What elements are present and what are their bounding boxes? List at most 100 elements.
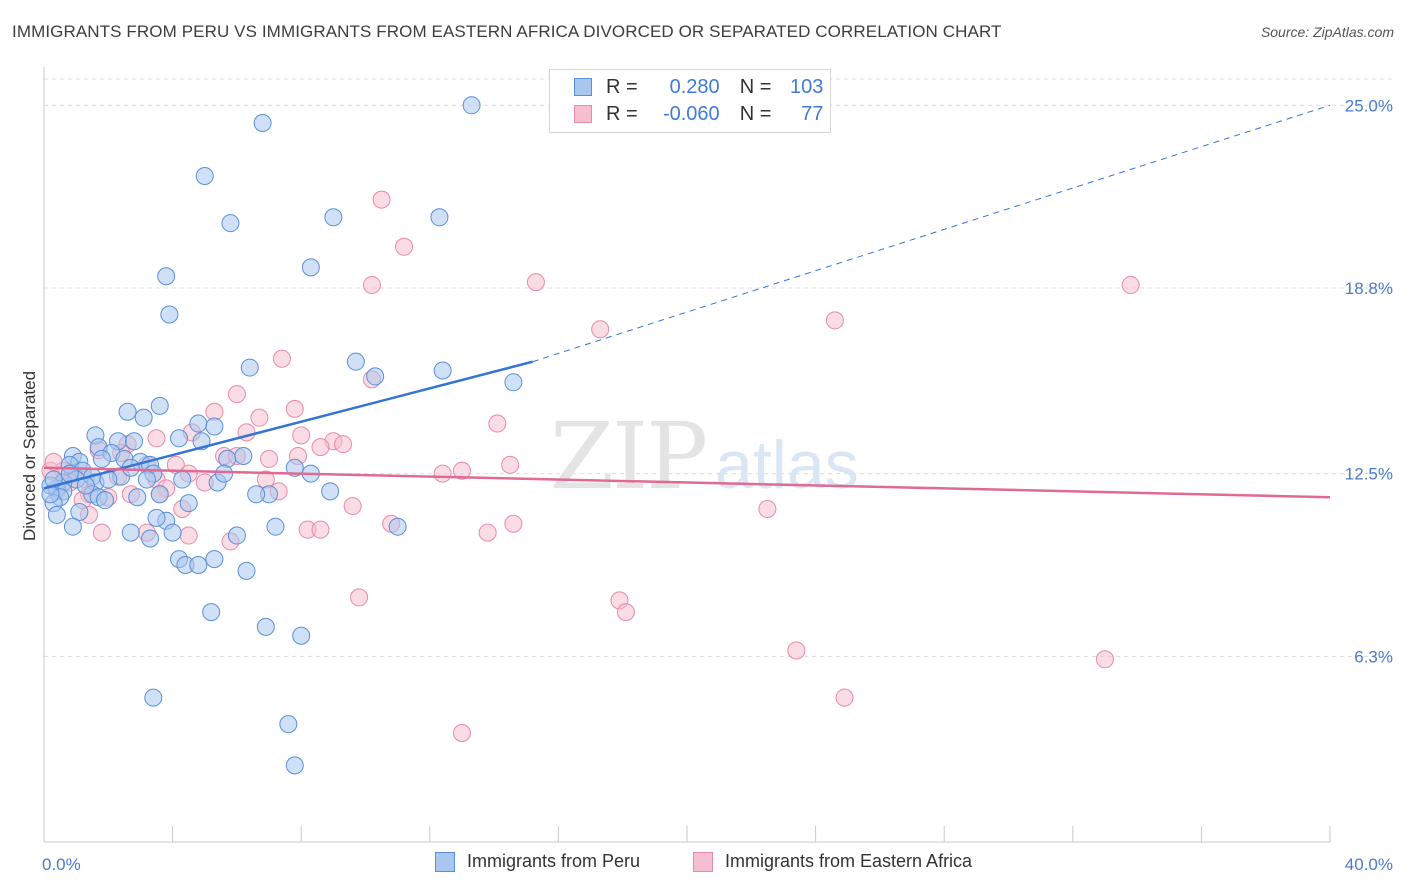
point-eastern-africa	[825, 311, 844, 330]
legend-r-value-africa: -0.060	[662, 102, 720, 125]
bottom-legend-label-africa: Immigrants from Eastern Africa	[725, 851, 973, 871]
trend-line-peru	[43, 360, 533, 490]
point-peru	[137, 470, 156, 489]
point-eastern-africa	[526, 273, 545, 292]
point-peru	[227, 526, 246, 545]
legend-r-value-peru: 0.280	[669, 75, 720, 98]
point-eastern-africa	[272, 349, 291, 368]
point-eastern-africa	[362, 276, 381, 295]
point-peru	[366, 367, 385, 386]
point-eastern-africa	[835, 688, 854, 707]
point-eastern-africa	[433, 464, 452, 483]
chart-title: IMMIGRANTS FROM PERU VS IMMIGRANTS FROM …	[12, 22, 1002, 41]
point-peru	[240, 358, 259, 377]
point-peru	[144, 688, 163, 707]
point-peru	[221, 214, 240, 233]
point-peru	[92, 449, 111, 468]
point-peru	[433, 361, 452, 380]
watermark-atlas: atlas	[715, 427, 859, 503]
series-peru-points	[41, 96, 523, 775]
point-eastern-africa	[1095, 650, 1114, 669]
point-eastern-africa	[92, 523, 111, 542]
point-eastern-africa	[311, 520, 330, 539]
legend-n-label: N =	[739, 102, 772, 125]
point-eastern-africa	[179, 526, 198, 545]
point-peru	[179, 494, 198, 513]
point-peru	[292, 626, 311, 645]
point-peru	[285, 458, 304, 477]
bottom-legend-africa: Immigrants from Eastern Africa	[693, 851, 972, 872]
point-peru	[218, 449, 237, 468]
bottom-legend-swatch-peru	[435, 851, 455, 872]
point-peru	[285, 756, 304, 775]
legend-n-label: N =	[739, 75, 772, 98]
point-eastern-africa	[350, 588, 369, 607]
point-eastern-africa	[260, 449, 279, 468]
y-tick-label: 25.0%	[1345, 96, 1393, 115]
point-peru	[163, 523, 182, 542]
point-eastern-africa	[478, 523, 497, 542]
bottom-legend-swatch-africa	[693, 851, 713, 872]
point-eastern-africa	[343, 497, 362, 516]
point-eastern-africa	[758, 500, 777, 519]
point-peru	[150, 396, 169, 415]
point-peru	[147, 508, 166, 527]
legend-row-africa: R = -0.060 N = 77	[574, 102, 823, 126]
trend-lines	[43, 104, 1331, 499]
x-tick-label: 40.0%	[1345, 855, 1393, 874]
point-peru	[157, 267, 176, 286]
trend-line-peru-extension	[532, 104, 1331, 363]
trend-line-eastern-africa	[43, 466, 1331, 499]
point-peru	[279, 715, 298, 734]
point-peru	[125, 432, 144, 451]
legend-swatch-peru	[574, 78, 592, 96]
point-peru	[388, 517, 407, 536]
point-peru	[173, 470, 192, 489]
point-eastern-africa	[616, 603, 635, 622]
legend-n-value-africa: 77	[801, 102, 824, 125]
point-eastern-africa	[452, 461, 471, 480]
point-eastern-africa	[285, 399, 304, 418]
point-peru	[253, 113, 272, 132]
point-eastern-africa	[147, 429, 166, 448]
legend-n-value-peru: 103	[790, 75, 824, 98]
point-peru	[430, 208, 449, 227]
point-peru	[237, 561, 256, 580]
legend-r-label: R =	[606, 75, 638, 98]
point-eastern-africa	[787, 641, 806, 660]
legend: R = 0.280 N = 103 R = -0.060 N = 77	[549, 69, 831, 133]
y-axis-label: Divorced or Separated	[20, 371, 39, 541]
y-tick-label: 6.3%	[1354, 647, 1393, 666]
point-eastern-africa	[250, 408, 269, 427]
point-eastern-africa	[333, 435, 352, 454]
point-peru	[63, 517, 82, 536]
point-peru	[215, 464, 234, 483]
point-peru	[321, 482, 340, 501]
point-peru	[170, 429, 189, 448]
point-eastern-africa	[311, 438, 330, 457]
y-tick-label: 18.8%	[1345, 279, 1393, 298]
point-peru	[134, 408, 153, 427]
point-eastern-africa	[501, 455, 520, 474]
legend-row-peru: R = 0.280 N = 103	[574, 75, 823, 99]
legend-r-label: R =	[606, 102, 638, 125]
point-peru	[202, 603, 221, 622]
point-peru	[462, 96, 481, 115]
watermark-zip: ZIP	[550, 403, 706, 510]
point-peru	[141, 529, 160, 548]
bottom-legend: Immigrants from Peru Immigrants from Eas…	[0, 851, 1406, 877]
legend-swatch-africa	[574, 105, 592, 123]
point-eastern-africa	[504, 514, 523, 533]
point-peru	[160, 305, 179, 324]
bottom-legend-label-peru: Immigrants from Peru	[467, 851, 641, 871]
point-peru	[118, 402, 137, 421]
point-peru	[247, 485, 266, 504]
point-peru	[121, 523, 140, 542]
watermark: ZIP atlas	[550, 403, 859, 510]
x-tick-label: 0.0%	[42, 855, 81, 874]
point-peru	[150, 485, 169, 504]
point-peru	[504, 373, 523, 392]
point-peru	[346, 352, 365, 371]
point-eastern-africa	[227, 385, 246, 404]
